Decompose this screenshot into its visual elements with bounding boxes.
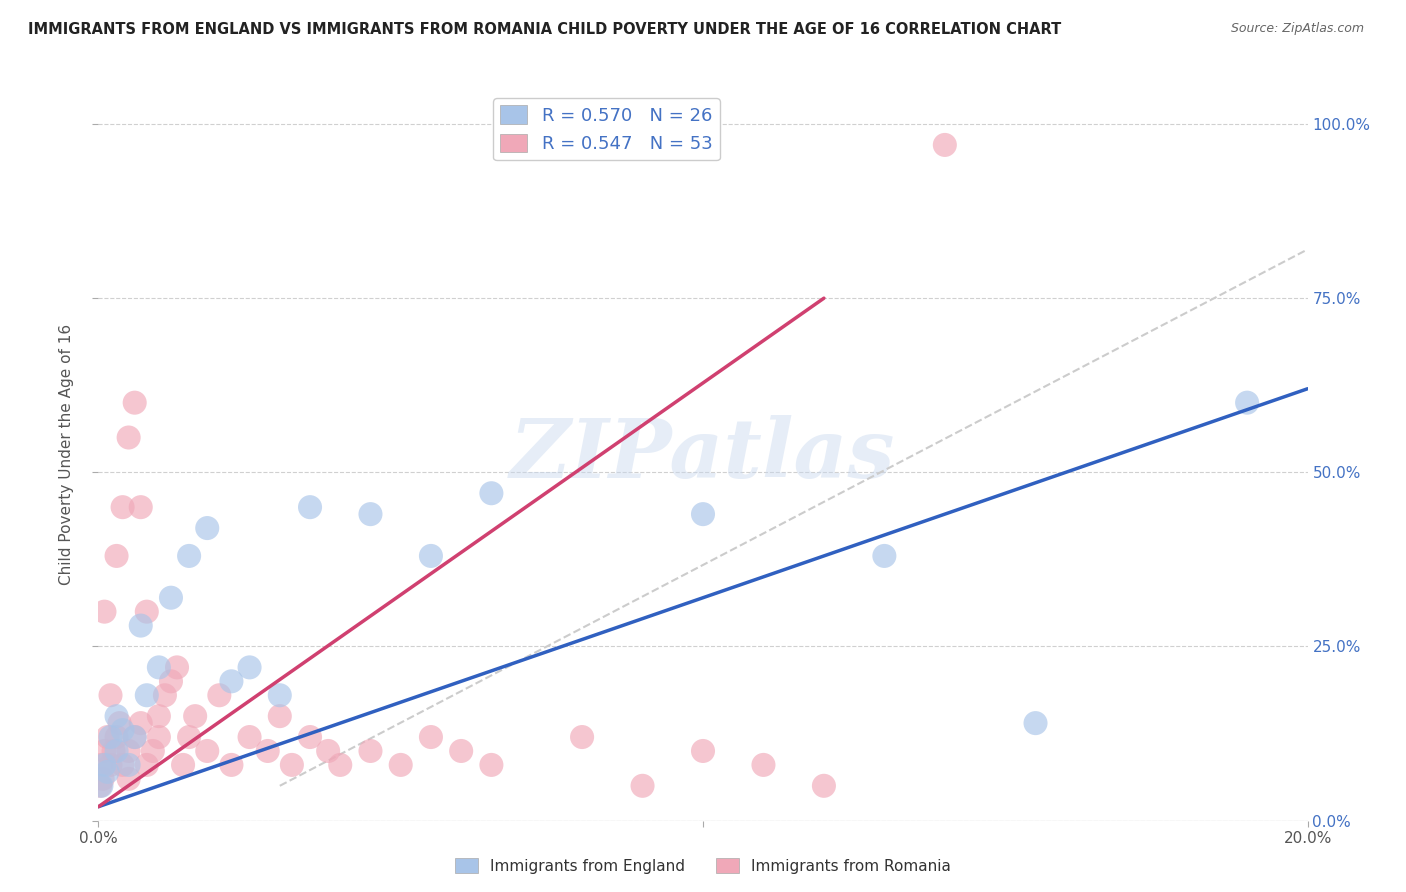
Point: [124, 730, 146, 744]
Point: [389, 758, 412, 772]
Point: [269, 709, 291, 723]
Point: [160, 591, 183, 605]
Text: IMMIGRANTS FROM ENGLAND VS IMMIGRANTS FROM ROMANIA CHILD POVERTY UNDER THE AGE O: IMMIGRANTS FROM ENGLAND VS IMMIGRANTS FR…: [28, 22, 1062, 37]
Point: [195, 521, 218, 535]
Point: [100, 688, 122, 702]
Point: [299, 500, 322, 515]
Point: [90, 779, 112, 793]
Y-axis label: Child Poverty Under the Age of 16: Child Poverty Under the Age of 16: [59, 325, 75, 585]
Text: ZIPatlas: ZIPatlas: [510, 415, 896, 495]
Point: [571, 730, 593, 744]
Point: [179, 730, 201, 744]
Point: [118, 744, 141, 758]
Point: [450, 744, 472, 758]
Point: [239, 730, 262, 744]
Point: [93, 605, 115, 619]
Point: [105, 744, 128, 758]
Point: [148, 660, 170, 674]
Point: [208, 688, 231, 702]
Point: [873, 549, 896, 563]
Point: [166, 660, 188, 674]
Point: [135, 605, 157, 619]
Legend: Immigrants from England, Immigrants from Romania: Immigrants from England, Immigrants from…: [449, 852, 957, 880]
Point: [221, 674, 243, 689]
Point: [329, 758, 352, 772]
Point: [148, 730, 170, 744]
Point: [153, 688, 176, 702]
Point: [299, 730, 322, 744]
Point: [184, 709, 207, 723]
Point: [89, 779, 111, 793]
Point: [118, 772, 141, 786]
Point: [93, 744, 115, 758]
Point: [269, 688, 291, 702]
Point: [420, 549, 443, 563]
Point: [129, 500, 152, 515]
Point: [111, 723, 134, 737]
Point: [105, 730, 128, 744]
Point: [111, 500, 134, 515]
Legend: R = 0.570   N = 26, R = 0.547   N = 53: R = 0.570 N = 26, R = 0.547 N = 53: [494, 98, 720, 161]
Point: [135, 688, 157, 702]
Point: [692, 507, 714, 521]
Point: [142, 744, 165, 758]
Point: [90, 758, 112, 772]
Point: [135, 758, 157, 772]
Point: [1236, 395, 1258, 409]
Point: [108, 716, 131, 731]
Point: [360, 744, 382, 758]
Point: [105, 549, 128, 563]
Point: [360, 507, 382, 521]
Point: [631, 779, 654, 793]
Point: [692, 744, 714, 758]
Point: [91, 772, 114, 786]
Point: [96, 764, 118, 779]
Point: [256, 744, 278, 758]
Point: [239, 660, 262, 674]
Point: [118, 430, 141, 444]
Point: [105, 709, 128, 723]
Point: [124, 730, 146, 744]
Point: [316, 744, 339, 758]
Point: [934, 137, 956, 152]
Point: [118, 758, 141, 772]
Point: [813, 779, 835, 793]
Point: [281, 758, 304, 772]
Point: [179, 549, 201, 563]
Text: Source: ZipAtlas.com: Source: ZipAtlas.com: [1230, 22, 1364, 36]
Point: [221, 758, 243, 772]
Point: [172, 758, 194, 772]
Point: [481, 758, 503, 772]
Point: [420, 730, 443, 744]
Point: [129, 618, 152, 632]
Point: [160, 674, 183, 689]
Point: [103, 744, 125, 758]
Point: [481, 486, 503, 500]
Point: [1024, 716, 1046, 731]
Point: [93, 758, 115, 772]
Point: [111, 758, 134, 772]
Point: [129, 716, 152, 731]
Point: [148, 709, 170, 723]
Point: [100, 730, 122, 744]
Point: [124, 395, 146, 409]
Point: [100, 758, 122, 772]
Point: [752, 758, 775, 772]
Point: [96, 730, 118, 744]
Point: [195, 744, 218, 758]
